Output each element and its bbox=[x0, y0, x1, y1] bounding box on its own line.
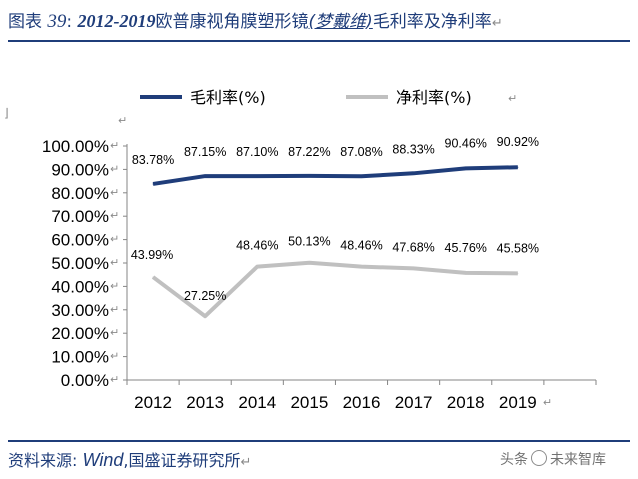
net-margin-point bbox=[256, 266, 258, 268]
y-tick-label: 20.00% bbox=[51, 324, 109, 343]
gross-margin-data-label: 87.10% bbox=[236, 145, 278, 159]
legend-gross-label: 毛利率(%) bbox=[190, 88, 266, 107]
net-margin-data-label: 48.46% bbox=[340, 239, 382, 253]
net-margin-data-label: 47.68% bbox=[392, 240, 434, 254]
gross-margin-point bbox=[256, 175, 258, 177]
y-tick-return-mark-icon: ↵ bbox=[110, 279, 119, 292]
legend-net-label: 净利率(%) bbox=[396, 88, 472, 107]
title-colon: : bbox=[66, 12, 73, 32]
x-tick-label: 2012 bbox=[134, 393, 172, 412]
title-years: 2012-2019 bbox=[77, 11, 156, 31]
stray-mark-icon: ⌋ bbox=[4, 106, 9, 120]
net-margin-point bbox=[152, 276, 154, 278]
watermark: 头条 未来智库 bbox=[500, 447, 606, 473]
title-rule bbox=[8, 40, 630, 42]
gross-margin-point bbox=[152, 183, 154, 185]
gross-margin-point bbox=[413, 172, 415, 174]
x-tick-label: 2016 bbox=[343, 393, 381, 412]
x-tick-label: 2014 bbox=[238, 393, 276, 412]
gross-margin-data-label: 90.46% bbox=[445, 136, 487, 150]
gross-margin-data-label: 87.22% bbox=[288, 145, 330, 159]
y-tick-label: 100.00% bbox=[42, 137, 109, 156]
y-tick-label: 70.00% bbox=[51, 207, 109, 226]
x-tick-label: 2018 bbox=[447, 393, 485, 412]
net-margin-point bbox=[465, 272, 467, 274]
return-mark-icon: ↵ bbox=[491, 16, 503, 31]
title-number: 39 bbox=[47, 11, 67, 32]
net-margin-data-label: 27.25% bbox=[184, 289, 226, 303]
gross-margin-point bbox=[361, 175, 362, 177]
net-margin-data-label: 45.76% bbox=[445, 241, 487, 255]
net-margin-point bbox=[413, 267, 415, 269]
net-margin-line bbox=[151, 260, 518, 319]
gross-margin-data-label: 87.15% bbox=[184, 145, 226, 159]
footer-org: 国盛证券研究所 bbox=[128, 451, 241, 470]
watermark-text-b: 未来智库 bbox=[550, 452, 606, 468]
footer-label: 资料来源: bbox=[8, 451, 78, 470]
y-tick-label: 30.00% bbox=[51, 301, 109, 320]
y-tick-return-mark-icon: ↵ bbox=[110, 326, 119, 339]
footer-return-mark-icon: ↵ bbox=[240, 455, 252, 470]
net-margin-point bbox=[204, 315, 206, 317]
net-margin-point bbox=[517, 272, 519, 274]
title-text-a: 欧普康视角膜塑形镜 bbox=[155, 12, 309, 32]
gross-margin-point bbox=[517, 166, 519, 168]
y-tick-return-mark-icon: ↵ bbox=[110, 350, 119, 363]
gross-margin-data-label: 87.08% bbox=[340, 145, 382, 159]
y-tick-return-mark-icon: ↵ bbox=[110, 162, 119, 175]
y-tick-return-mark-icon: ↵ bbox=[110, 186, 119, 199]
net-margin-point bbox=[308, 262, 310, 264]
gross-margin-data-label: 83.78% bbox=[132, 153, 174, 167]
y-tick-return-mark-icon: ↵ bbox=[110, 139, 119, 152]
net-margin-data-label: 45.58% bbox=[497, 241, 539, 255]
plot-return-mark-icon: ↵ bbox=[118, 114, 127, 127]
y-tick-return-mark-icon: ↵ bbox=[110, 233, 119, 246]
y-tick-label: 80.00% bbox=[51, 184, 109, 203]
chart-title: 图表 39: 2012-2019欧普康视角膜塑形镜(梦戴维)毛利率及净利率↵ bbox=[8, 8, 633, 34]
gross-margin-data-label: 90.92% bbox=[497, 135, 539, 149]
footer-rule bbox=[8, 440, 630, 442]
x-axis-return-mark-icon: ↵ bbox=[543, 396, 552, 409]
y-tick-label: 50.00% bbox=[51, 254, 109, 273]
gross-margin-point bbox=[204, 175, 206, 177]
y-tick-label: 0.00% bbox=[61, 371, 109, 390]
net-margin-data-label: 50.13% bbox=[288, 235, 330, 249]
title-prefix: 图表 bbox=[8, 12, 42, 32]
footer-sep: , bbox=[123, 451, 129, 470]
watermark-logo-icon bbox=[531, 450, 547, 466]
gross-margin-data-label: 88.33% bbox=[392, 142, 434, 156]
title-text-b: 毛利率及净利率 bbox=[372, 12, 492, 32]
y-tick-return-mark-icon: ↵ bbox=[110, 303, 119, 316]
x-tick-label: 2017 bbox=[395, 393, 433, 412]
footer-source-name: Wind bbox=[82, 450, 124, 470]
gross-margin-point bbox=[465, 167, 467, 169]
y-tick-return-mark-icon: ↵ bbox=[110, 373, 119, 386]
legend-return-mark-icon: ↵ bbox=[508, 92, 517, 105]
net-margin-data-label: 43.99% bbox=[131, 248, 173, 262]
y-tick-label: 90.00% bbox=[51, 160, 109, 179]
gross-margin-line bbox=[152, 165, 518, 186]
x-tick-label: 2015 bbox=[290, 393, 328, 412]
gross-margin-point bbox=[308, 175, 310, 177]
x-tick-label: 2013 bbox=[186, 393, 224, 412]
y-tick-label: 40.00% bbox=[51, 277, 109, 296]
y-tick-return-mark-icon: ↵ bbox=[110, 256, 119, 269]
net-margin-data-label: 48.46% bbox=[236, 239, 278, 253]
footer-source: 资料来源: Wind,国盛证券研究所↵ bbox=[8, 447, 633, 473]
x-tick-label: 2019 bbox=[499, 393, 537, 412]
title-brand: (梦戴维) bbox=[308, 12, 373, 32]
watermark-text-a: 头条 bbox=[500, 452, 528, 468]
y-tick-label: 60.00% bbox=[51, 231, 109, 250]
y-tick-return-mark-icon: ↵ bbox=[110, 209, 119, 222]
y-tick-label: 10.00% bbox=[51, 348, 109, 367]
net-margin-point bbox=[361, 266, 362, 268]
